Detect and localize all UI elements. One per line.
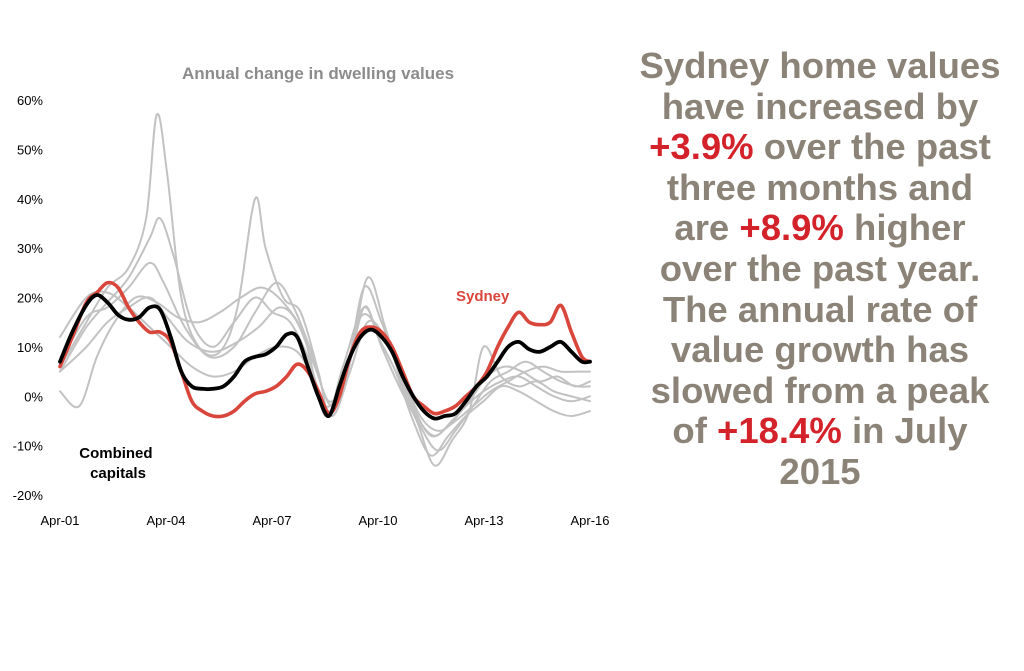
headline-highlight-value: +8.9%: [739, 207, 844, 249]
headline-line: of +18.4% in July: [620, 411, 1020, 452]
capital-city-series-line-7: [59, 290, 591, 432]
sydney-series-label: Sydney: [456, 288, 510, 305]
x-axis-tick-labels: Apr-01 Apr-04 Apr-07 Apr-10 Apr-13 Apr-16: [40, 513, 609, 528]
headline-text-segment: value growth has: [670, 329, 970, 371]
headline-text: Sydney home values have increased by +3.9%…: [620, 45, 1020, 493]
y-tick-label: 10%: [17, 340, 43, 355]
headline-text-segment: over the past: [753, 126, 991, 168]
y-tick-label: -10%: [13, 439, 44, 454]
headline-text-segment: higher: [843, 207, 966, 249]
x-tick-label: Apr-07: [252, 513, 291, 528]
x-tick-label: Apr-04: [146, 513, 185, 528]
headline-line: three months and: [620, 166, 1020, 209]
headline-line: are +8.9% higher: [620, 208, 1020, 249]
combined-capitals-series-line: [58, 293, 592, 421]
headline-text-segment: in July: [841, 410, 968, 452]
headline-highlight-value: +18.4%: [717, 410, 842, 452]
headline-line: Sydney home values: [620, 45, 1020, 87]
headline-line: value growth has: [620, 329, 1020, 371]
headline-text-segment: have increased by: [661, 85, 979, 127]
y-tick-label: -20%: [13, 488, 44, 503]
y-tick-label: 60%: [17, 93, 43, 108]
combined-capitals-label: Combined capitals: [79, 445, 157, 482]
headline-text-segment: three months and: [666, 166, 974, 208]
headline-line: over the past year.: [620, 247, 1020, 290]
chart-title: Annual change in dwelling values: [182, 64, 454, 83]
headline-line: +3.9% over the past: [620, 126, 1020, 168]
headline-line: The annual rate of: [620, 288, 1020, 331]
line-chart: Annual change in dwelling values -20% -10…: [13, 64, 610, 528]
headline-text-segment: The annual rate of: [662, 288, 978, 330]
headline-line: have increased by: [620, 85, 1020, 128]
x-tick-label: Apr-01: [40, 513, 79, 528]
capital-city-series-line-5: [59, 276, 591, 452]
headline-text-segment: 2015: [779, 450, 861, 492]
y-tick-label: 30%: [17, 241, 43, 256]
y-tick-label: 20%: [17, 291, 43, 306]
y-axis-tick-labels: -20% -10% 0% 10% 20% 30% 40% 50% 60%: [13, 93, 44, 503]
x-tick-label: Apr-13: [464, 513, 503, 528]
y-tick-label: 0%: [24, 389, 43, 404]
headline-text-segment: are: [674, 207, 740, 249]
x-tick-label: Apr-16: [570, 513, 609, 528]
headline-highlight-value: +3.9%: [649, 126, 754, 168]
headline-line: 2015: [620, 450, 1020, 493]
highlighted-series: [58, 280, 592, 421]
headline-text-segment: Sydney home values: [639, 45, 1001, 86]
headline-text-segment: over the past year.: [659, 247, 981, 289]
headline-line: slowed from a peak: [620, 369, 1020, 412]
y-tick-label: 40%: [17, 192, 43, 207]
headline-text-segment: of: [672, 410, 717, 452]
headline-text-segment: slowed from a peak: [650, 369, 990, 411]
capital-city-series-line-6: [59, 286, 591, 467]
x-tick-label: Apr-10: [358, 513, 397, 528]
y-tick-label: 50%: [17, 142, 43, 157]
